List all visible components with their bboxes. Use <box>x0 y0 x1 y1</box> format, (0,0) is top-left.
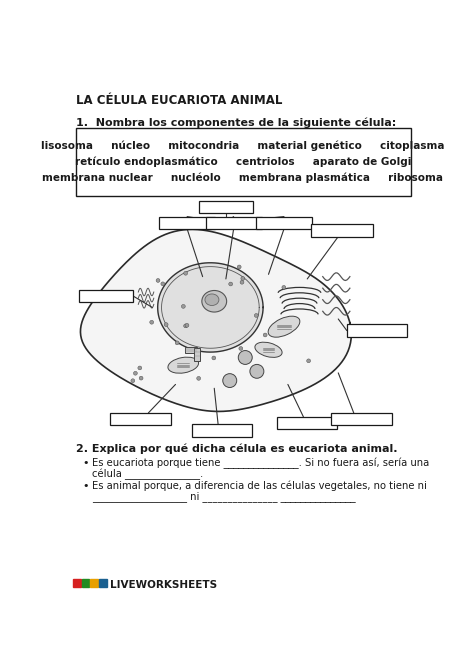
Circle shape <box>223 374 237 387</box>
Bar <box>82 579 90 587</box>
Circle shape <box>212 356 216 360</box>
Ellipse shape <box>168 357 199 373</box>
Circle shape <box>150 320 154 324</box>
Bar <box>311 224 373 237</box>
Ellipse shape <box>268 316 300 337</box>
Circle shape <box>139 376 143 380</box>
Bar <box>192 424 252 437</box>
Bar <box>199 201 253 213</box>
Circle shape <box>239 347 243 351</box>
Text: membrana nuclear     nucléolo     membrana plasmática     ribosoma: membrana nuclear nucléolo membrana plasm… <box>43 173 443 183</box>
Bar <box>99 579 107 587</box>
Circle shape <box>184 272 188 275</box>
Circle shape <box>185 323 189 327</box>
Polygon shape <box>158 263 263 352</box>
Text: ___________________ ni _______________ _______________: ___________________ ni _______________ _… <box>92 492 356 502</box>
Ellipse shape <box>255 342 282 357</box>
Circle shape <box>182 304 185 308</box>
Bar <box>76 128 411 196</box>
Bar <box>347 324 407 337</box>
Bar <box>331 413 392 425</box>
Text: Es animal porque, a diferencia de las células vegetales, no tiene ni: Es animal porque, a diferencia de las cé… <box>92 481 427 491</box>
Bar <box>159 217 215 229</box>
Text: 1.  Nombra los componentes de la siguiente célula:: 1. Nombra los componentes de la siguient… <box>76 117 397 128</box>
Circle shape <box>241 276 245 280</box>
Polygon shape <box>81 229 351 411</box>
Text: 2. Explica por qué dicha célula es eucariota animal.: 2. Explica por qué dicha célula es eucar… <box>76 444 398 454</box>
Circle shape <box>240 280 244 284</box>
Circle shape <box>263 333 267 337</box>
Circle shape <box>134 371 137 375</box>
Bar <box>110 413 171 425</box>
Circle shape <box>164 322 168 326</box>
Circle shape <box>138 366 142 370</box>
Text: LA CÉLULA EUCARIOTA ANIMAL: LA CÉLULA EUCARIOTA ANIMAL <box>76 94 283 107</box>
Circle shape <box>175 341 179 345</box>
Circle shape <box>307 359 310 363</box>
Text: LIVEWORKSHEETS: LIVEWORKSHEETS <box>110 580 218 590</box>
Circle shape <box>161 282 165 286</box>
Bar <box>185 347 197 353</box>
Bar <box>256 217 312 229</box>
Circle shape <box>197 377 201 380</box>
Bar <box>90 579 98 587</box>
Text: •: • <box>82 481 89 490</box>
Text: retículo endoplasmático     centriolos     aparato de Golgi: retículo endoplasmático centriolos apara… <box>75 157 411 167</box>
Bar <box>206 217 262 229</box>
Circle shape <box>131 379 135 383</box>
Circle shape <box>282 286 286 289</box>
Circle shape <box>156 278 160 282</box>
Circle shape <box>208 295 211 299</box>
Text: célula _______________.: célula _______________. <box>92 468 203 480</box>
Circle shape <box>229 282 233 286</box>
Circle shape <box>250 365 264 378</box>
Circle shape <box>255 314 258 317</box>
Text: Es eucariota porque tiene _______________. Si no fuera así, sería una: Es eucariota porque tiene ______________… <box>92 458 429 469</box>
Ellipse shape <box>202 290 227 312</box>
Circle shape <box>237 265 241 269</box>
Circle shape <box>183 324 188 328</box>
Bar <box>79 290 133 302</box>
Bar <box>277 417 337 429</box>
Ellipse shape <box>205 294 219 306</box>
Bar <box>73 579 81 587</box>
Text: •: • <box>82 458 89 468</box>
Text: lisosoma     núcleo     mitocondria     material genético     citoplasma: lisosoma núcleo mitocondria material gen… <box>41 140 445 151</box>
Circle shape <box>238 351 252 365</box>
Bar <box>194 349 201 361</box>
